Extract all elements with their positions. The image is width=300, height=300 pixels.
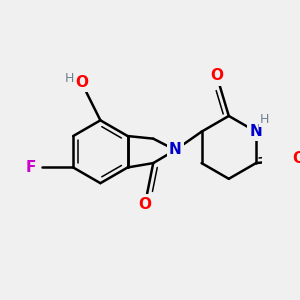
Text: H: H <box>260 113 269 126</box>
Text: O: O <box>292 151 300 166</box>
Text: H: H <box>65 72 75 85</box>
Text: F: F <box>25 160 36 175</box>
Text: N: N <box>250 124 262 139</box>
Text: O: O <box>139 197 152 212</box>
Text: O: O <box>210 68 223 83</box>
Text: O: O <box>75 75 88 90</box>
Text: N: N <box>169 142 182 158</box>
